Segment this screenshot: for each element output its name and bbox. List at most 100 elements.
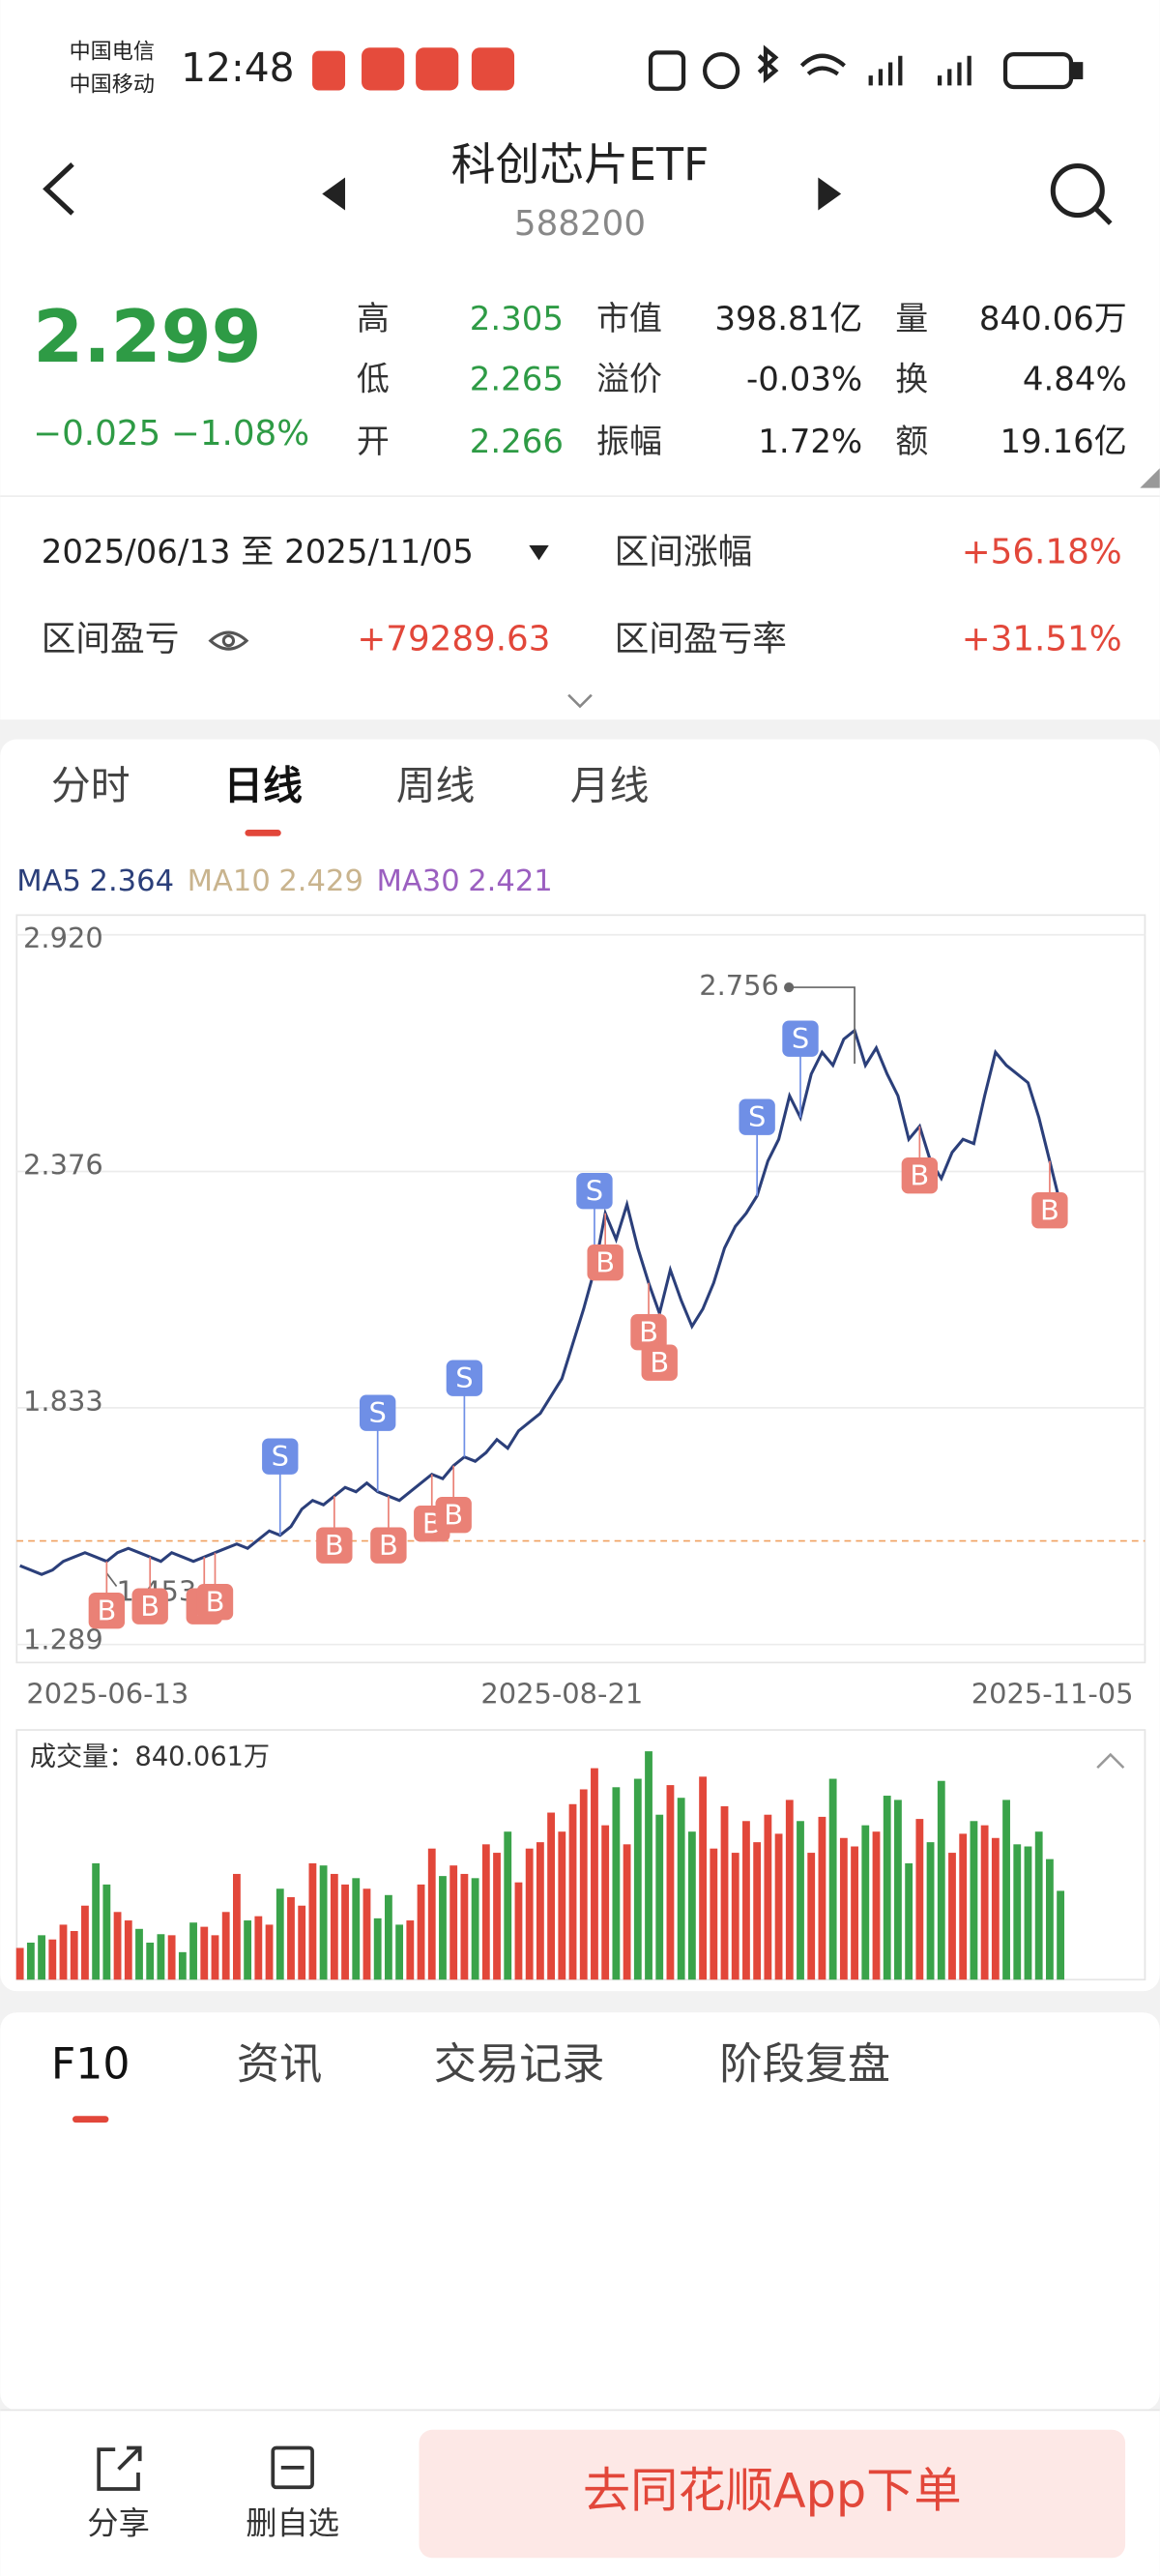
- volume-bar: [536, 1842, 544, 1980]
- y-tick-label: 2.920: [23, 922, 103, 954]
- info-tab[interactable]: F10: [51, 2039, 130, 2089]
- volume-bar: [764, 1814, 772, 1980]
- rate: +31.51%: [962, 620, 1122, 659]
- expand-arrow[interactable]: [567, 693, 593, 709]
- volume-bar: [1013, 1844, 1022, 1980]
- tab[interactable]: 月线: [570, 763, 650, 809]
- price-line: [19, 1028, 1062, 1576]
- volume-bar: [601, 1825, 610, 1980]
- range: 2025/06/13 至 2025/11/05: [42, 533, 474, 571]
- collapse-arrow[interactable]: [1096, 1752, 1125, 1770]
- volume-bar: [883, 1796, 891, 1980]
- volume-bar: [623, 1844, 631, 1980]
- carrier: 中国电信: [70, 40, 155, 64]
- volume-bar: [308, 1863, 317, 1980]
- share-icon[interactable]: [97, 2445, 142, 2491]
- volume-bar: [427, 1848, 436, 1980]
- info-tab[interactable]: 资讯: [237, 2039, 322, 2089]
- volume-bar: [406, 1920, 415, 1980]
- trade-label: B: [1040, 1193, 1059, 1226]
- volume-bar: [124, 1920, 132, 1980]
- volume-bar: [699, 1776, 707, 1980]
- volume-bar: [276, 1888, 284, 1980]
- volume-bar: [785, 1800, 794, 1980]
- info-tab[interactable]: 交易记录: [434, 2039, 605, 2089]
- volume-bar: [417, 1884, 425, 1980]
- volume-bar: [742, 1821, 750, 1980]
- tab[interactable]: 周线: [396, 763, 476, 809]
- trade-badge: [576, 1172, 613, 1210]
- volume-bar: [200, 1926, 209, 1980]
- volume-bar: [26, 1943, 35, 1980]
- trade-label: S: [748, 1100, 766, 1133]
- trade-label: B: [650, 1346, 669, 1379]
- trade-badge: [262, 1438, 299, 1475]
- stat-label: 溢价: [596, 361, 662, 399]
- trade-badge: [196, 1584, 234, 1621]
- ma-value: 2.429: [278, 864, 363, 898]
- volume-bar: [558, 1831, 566, 1980]
- prev-button[interactable]: [322, 177, 346, 211]
- volume-bar: [254, 1916, 263, 1980]
- remove-icon[interactable]: [271, 2445, 314, 2490]
- trade-label: B: [639, 1315, 658, 1348]
- volume-bar: [851, 1846, 858, 1980]
- code: 588200: [514, 204, 646, 244]
- low-leader: [105, 1572, 118, 1587]
- stat-label: 量: [895, 300, 928, 338]
- ma-value: 2.421: [468, 864, 553, 898]
- volume-bar: [373, 1917, 382, 1980]
- chart-card: [0, 739, 1160, 1992]
- tab[interactable]: 日线: [223, 763, 303, 809]
- range-dropdown[interactable]: [529, 545, 549, 561]
- trade-label: S: [272, 1440, 289, 1473]
- stat-value: 4.84%: [1023, 361, 1127, 399]
- volume-bar: [48, 1939, 57, 1980]
- volume-bar: [362, 1888, 371, 1980]
- eye-icon[interactable]: [208, 630, 249, 651]
- stat-label: 额: [895, 423, 928, 461]
- order-button[interactable]: [419, 2429, 1126, 2559]
- y-tick-label: 1.833: [23, 1385, 103, 1418]
- trade-label: S: [792, 1022, 809, 1055]
- x-tick-label: 2025-08-21: [480, 1677, 643, 1710]
- volume-bar: [568, 1803, 577, 1980]
- y-tick-label: 2.376: [23, 1148, 103, 1181]
- stat-label: 换: [895, 361, 928, 399]
- pnl-label: 区间盈亏: [42, 620, 180, 659]
- volume-bar: [221, 1912, 230, 1980]
- volume-bar: [1002, 1800, 1010, 1980]
- info-tab[interactable]: 阶段复盘: [719, 2039, 890, 2089]
- volume-bar: [92, 1863, 101, 1980]
- volume-bar: [872, 1831, 881, 1980]
- rate-label: 区间盈亏率: [615, 620, 787, 659]
- volume-bar: [330, 1873, 338, 1980]
- title: 科创芯片ETF: [451, 138, 710, 190]
- back-button[interactable]: [43, 162, 74, 216]
- order-label[interactable]: 去同花顺App下单: [583, 2463, 962, 2519]
- volume-bar: [70, 1930, 78, 1980]
- volume-bar: [991, 1837, 1000, 1980]
- volume-bar: [731, 1853, 740, 1980]
- volume-bar: [157, 1934, 165, 1980]
- info-tab-indicator: [72, 2116, 109, 2123]
- stat-value: 1.72%: [758, 423, 862, 461]
- volume-bar: [178, 1951, 187, 1980]
- trade-badge: [630, 1314, 667, 1351]
- tab[interactable]: 分时: [51, 763, 130, 809]
- rise-label: 区间涨幅: [615, 533, 753, 572]
- volume-bar: [666, 1785, 675, 1980]
- next-button[interactable]: [818, 177, 842, 211]
- trade-label: B: [140, 1590, 160, 1623]
- y-tick-label: 1.289: [23, 1623, 103, 1655]
- pnl: +79289.63: [357, 620, 550, 659]
- trade-badge: [88, 1593, 126, 1629]
- volume-bar: [579, 1789, 588, 1980]
- volume-bar: [81, 1905, 89, 1980]
- trade-badge: [1031, 1192, 1068, 1229]
- stat-label: 高: [357, 300, 390, 338]
- volume-bar: [525, 1848, 534, 1980]
- search-button[interactable]: [1050, 163, 1113, 225]
- volume-value: 840.061万: [135, 1742, 271, 1771]
